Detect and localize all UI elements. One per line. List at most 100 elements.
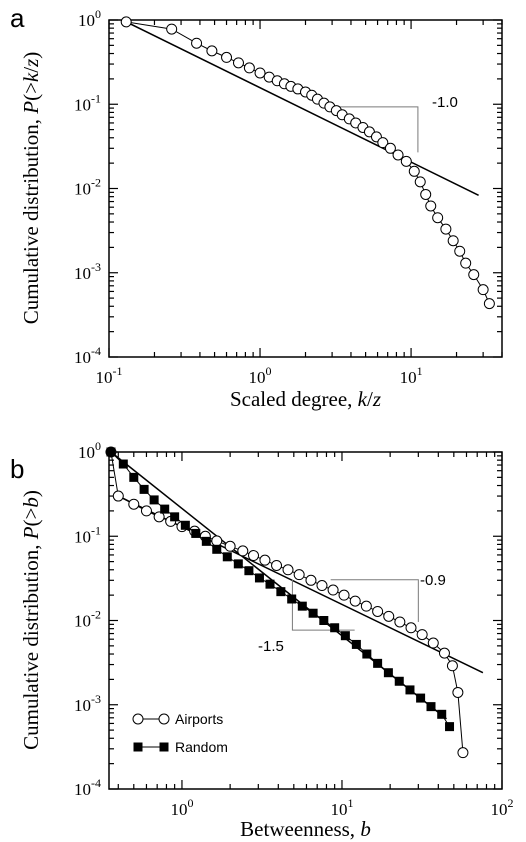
data-point: [452, 686, 464, 698]
data-point: [457, 747, 469, 759]
data-point: [416, 629, 428, 641]
data-point: [224, 540, 236, 552]
y-tick-label: 10-2: [74, 176, 101, 199]
slope-label: -1.0: [432, 94, 458, 111]
y-axis-label: Cumulative distribution, P(>k/z): [19, 52, 43, 325]
fit-line: [125, 21, 479, 196]
panel-b: b 100 101 102 10-4 10-3 10-2 10-1 100 Betweenness…: [10, 439, 514, 841]
x-axis-label: Scaled degree, k/z: [230, 387, 381, 411]
data-point: [373, 658, 383, 668]
data-point: [384, 142, 396, 154]
data-point: [316, 580, 328, 592]
panel-letter: a: [10, 3, 25, 33]
y-tick-label: 100: [78, 439, 101, 462]
data-point: [112, 490, 124, 502]
data-point: [319, 616, 329, 625]
data-point: [425, 200, 437, 212]
data-point: [166, 23, 178, 35]
data-point: [160, 504, 170, 514]
x-tick-label: 101: [330, 796, 353, 819]
slope-label: -0.9: [420, 572, 446, 589]
data-point: [440, 223, 452, 235]
data-point: [248, 550, 260, 562]
data-point: [287, 594, 297, 604]
data-point: [308, 608, 318, 618]
y-tick-label: 10-3: [74, 692, 101, 715]
data-point: [293, 569, 305, 581]
data-point: [265, 579, 275, 589]
data-point: [243, 62, 255, 74]
data-point: [244, 566, 254, 576]
legend-marker: [159, 742, 169, 752]
data-point: [254, 573, 264, 583]
y-axis-label: Cumulative distribution, P(>b): [19, 490, 43, 750]
data-point: [259, 554, 271, 566]
series-line: [110, 451, 464, 753]
data-point: [392, 149, 404, 161]
data-point: [140, 505, 152, 517]
data-point: [276, 587, 286, 597]
data-point: [297, 601, 307, 611]
x-tick-label: 100: [249, 364, 272, 387]
data-point: [330, 623, 340, 633]
data-point: [360, 600, 372, 612]
y-tick-label: 100: [78, 7, 101, 30]
data-point: [351, 639, 361, 649]
data-point: [438, 647, 450, 659]
data-point: [394, 676, 404, 686]
legend-label: Random: [175, 739, 228, 755]
data-point: [445, 722, 455, 732]
x-tick-label: 10-1: [96, 364, 123, 387]
data-point: [221, 51, 233, 63]
data-point: [129, 472, 139, 482]
data-point: [468, 269, 480, 281]
data-point: [340, 631, 350, 641]
data-point: [437, 709, 447, 719]
x-tick-label: 100: [170, 796, 193, 819]
data-point: [446, 660, 458, 672]
data-point: [191, 528, 201, 538]
legend: Airports Random: [132, 711, 228, 755]
data-point: [377, 137, 389, 149]
panel-letter: b: [10, 454, 24, 484]
data-point: [118, 459, 128, 469]
data-point: [447, 235, 459, 247]
data-point: [233, 559, 243, 569]
data-point: [420, 188, 432, 200]
slope-triangle: [330, 579, 419, 622]
data-point: [349, 595, 361, 607]
x-tick-label: 101: [400, 364, 423, 387]
data-point: [232, 57, 244, 69]
data-point: [416, 693, 426, 703]
legend-label: Airports: [175, 711, 223, 727]
slope-triangle: [336, 106, 419, 153]
series-line: [126, 21, 490, 304]
data-point: [405, 685, 415, 695]
data-point: [211, 535, 223, 547]
plot-frame: [108, 451, 503, 790]
x-axis-label: Betweenness, b: [240, 817, 371, 841]
data-point: [372, 605, 384, 617]
legend-marker: [132, 713, 144, 725]
y-tick-label: 10-1: [74, 91, 101, 114]
legend-marker: [133, 742, 143, 752]
legend-marker: [158, 713, 170, 725]
data-point: [271, 559, 283, 571]
data-point: [405, 622, 417, 634]
data-point: [383, 610, 395, 622]
data-point: [106, 447, 116, 457]
data-point: [120, 16, 132, 28]
data-point: [222, 552, 232, 562]
y-tick-label: 10-4: [74, 344, 101, 367]
data-point: [426, 702, 436, 712]
data-point: [460, 257, 472, 269]
x-tick-label: 102: [491, 796, 514, 819]
data-point: [254, 67, 266, 79]
data-point: [400, 155, 412, 167]
data-point: [153, 511, 165, 523]
y-tick-label: 10-1: [74, 523, 101, 546]
data-point: [327, 584, 339, 596]
slope-label: -1.5: [258, 638, 284, 655]
